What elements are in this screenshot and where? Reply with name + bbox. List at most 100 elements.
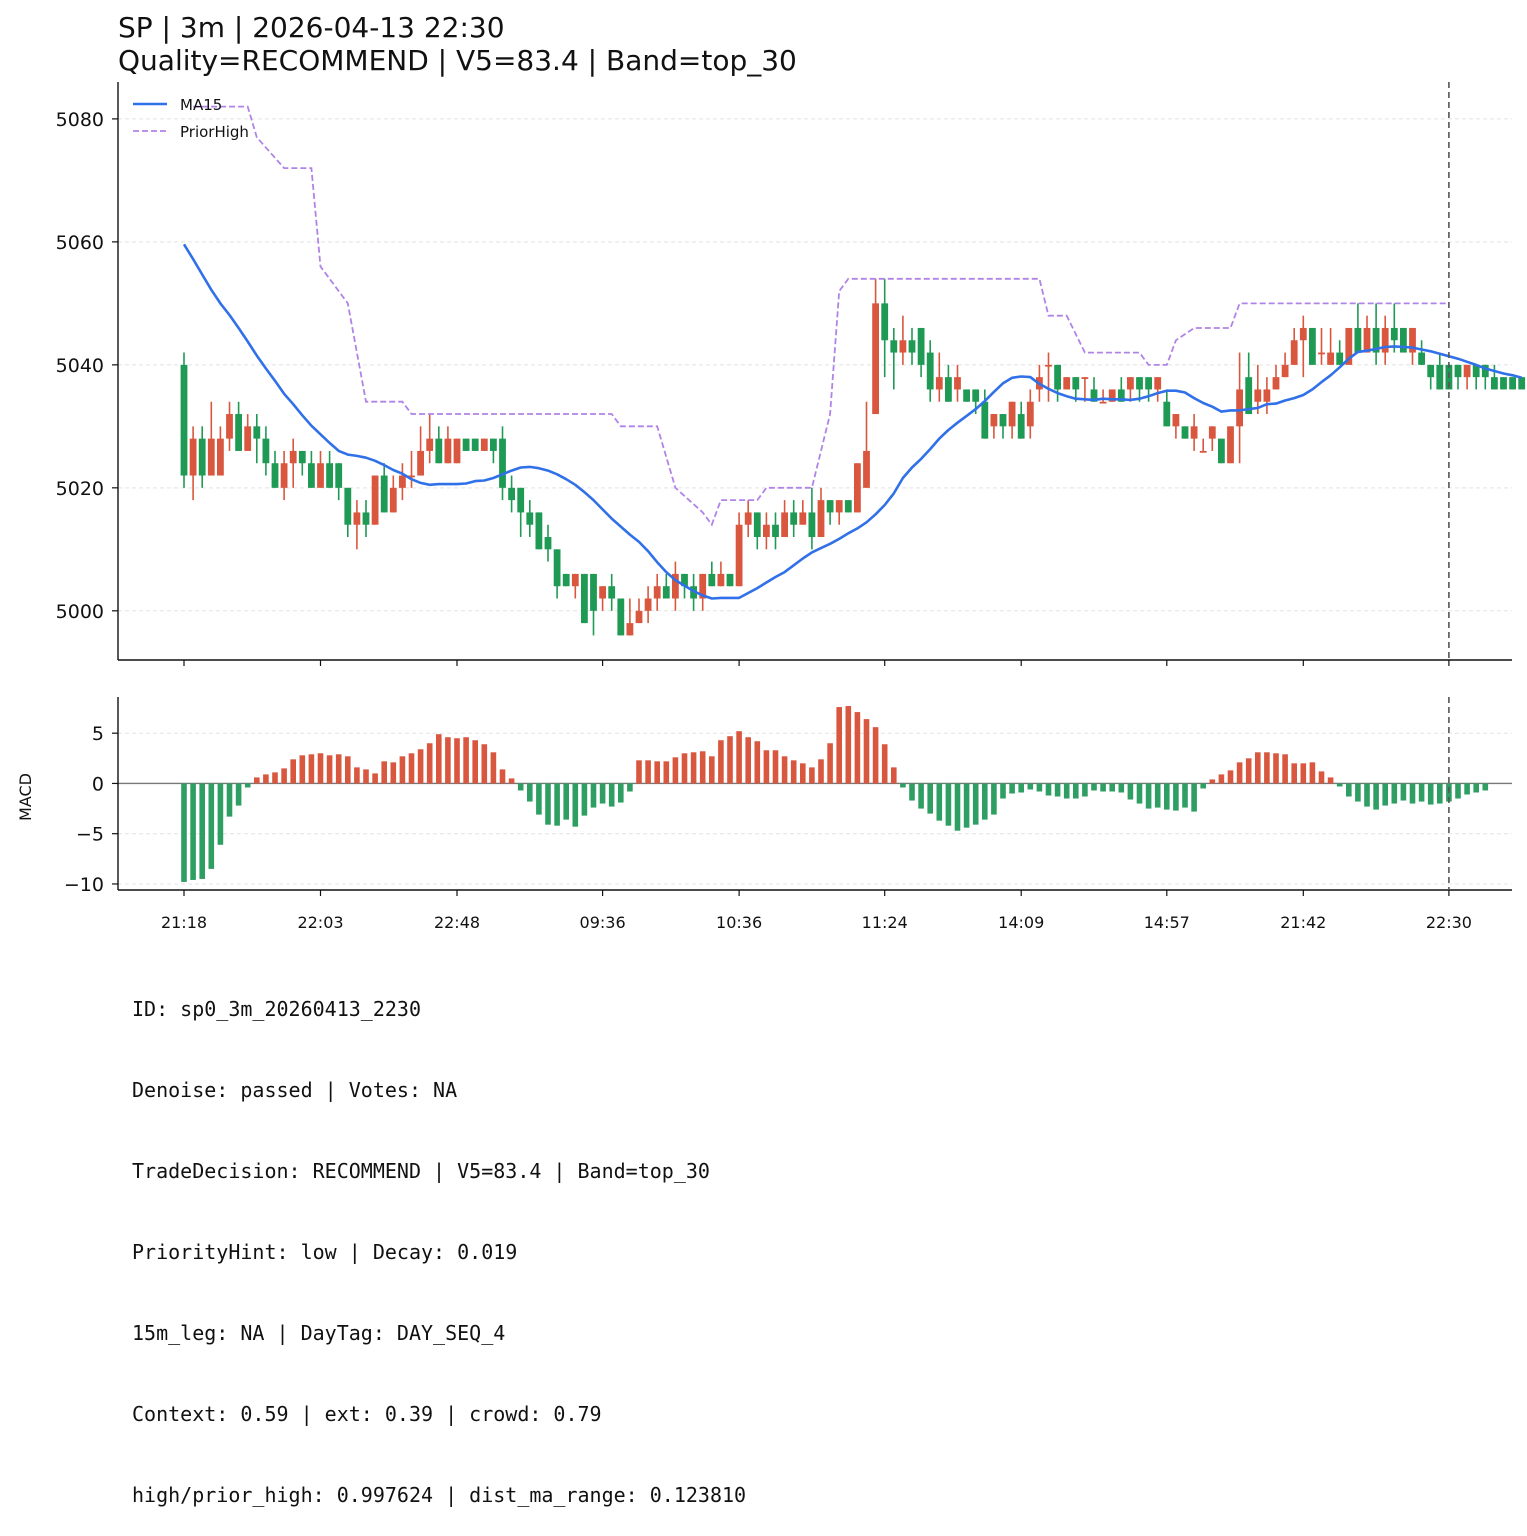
- macd-bar: [827, 743, 833, 784]
- macd-bar: [272, 772, 278, 784]
- xtick-label: 22:48: [434, 913, 480, 932]
- candle-body: [808, 512, 816, 538]
- candle-body: [380, 475, 388, 513]
- macd-bar: [1000, 783, 1006, 799]
- candle-body: [772, 524, 779, 538]
- candle-body: [517, 487, 525, 513]
- macd-bar: [545, 783, 551, 825]
- candle-body: [198, 438, 206, 476]
- macd-bar: [963, 783, 970, 828]
- candle-body: [207, 438, 215, 476]
- macd-bar: [235, 783, 242, 806]
- macd-bar: [1473, 783, 1479, 793]
- macd-bar: [1009, 783, 1015, 794]
- candle-body: [1090, 389, 1098, 402]
- candle-body: [726, 573, 734, 587]
- candle-body: [617, 598, 625, 636]
- candle-body: [662, 586, 670, 599]
- macd-bar: [499, 769, 506, 784]
- candle-body: [1218, 438, 1225, 464]
- macd-bar: [727, 736, 733, 784]
- candle-body: [1063, 377, 1071, 390]
- macd-bar: [335, 754, 342, 784]
- macd-bar: [854, 712, 861, 784]
- candle-body: [753, 512, 761, 538]
- price-ytick-label: 5000: [56, 601, 104, 623]
- candle-body: [271, 463, 279, 488]
- xtick-label: 14:09: [998, 913, 1044, 932]
- macd-bar: [1245, 758, 1252, 784]
- macd-bar: [299, 755, 306, 784]
- candle-body: [444, 438, 452, 464]
- macd-bar: [1091, 783, 1097, 791]
- macd-bar: [1300, 763, 1307, 784]
- macd-bar: [436, 734, 442, 784]
- xtick-label: 21:42: [1280, 913, 1326, 932]
- macd-bar: [1455, 783, 1461, 799]
- macd-bar: [1464, 783, 1470, 795]
- candle-body: [835, 500, 843, 513]
- macd-bar: [663, 761, 670, 784]
- macd-bar: [672, 757, 679, 784]
- macd-bar: [1136, 783, 1143, 804]
- macd-bar: [181, 783, 187, 882]
- candle-body: [1427, 364, 1435, 378]
- candle-body: [1008, 401, 1016, 427]
- candle-body: [1272, 377, 1280, 390]
- candle-body: [1400, 327, 1407, 353]
- macd-bar: [581, 783, 588, 816]
- macd-bar: [1145, 783, 1152, 809]
- candle-body: [508, 487, 515, 501]
- macd-bar: [190, 783, 196, 880]
- candle-body: [1381, 327, 1389, 353]
- candle-body: [335, 463, 343, 488]
- chart-title: SP | 3m | 2026-04-13 22:30: [118, 11, 505, 44]
- macd-bar: [308, 754, 315, 784]
- info-line-context: Context: 0.59 | ext: 0.39 | crowd: 0.79: [132, 1402, 602, 1426]
- candle-body: [1436, 364, 1444, 390]
- candle-body: [972, 389, 980, 402]
- candle-body: [735, 524, 743, 587]
- candle-body: [1163, 401, 1171, 427]
- candle-body: [1117, 389, 1125, 402]
- macd-bar: [1164, 783, 1170, 810]
- macd-bar: [517, 783, 524, 791]
- candle-body: [1136, 377, 1143, 390]
- macd-bar: [1073, 783, 1079, 799]
- candle-body: [1026, 401, 1034, 427]
- candle-body: [553, 549, 561, 587]
- candle-body: [890, 340, 898, 353]
- candle-body: [1172, 414, 1180, 427]
- macd-bar: [1127, 783, 1134, 800]
- macd-bar: [454, 738, 460, 784]
- macd-bar: [972, 783, 979, 825]
- macd-bar: [1045, 783, 1052, 796]
- macd-bar: [863, 719, 870, 784]
- macd-bar: [718, 740, 724, 784]
- candle-body: [1045, 364, 1052, 367]
- macd-bar: [363, 769, 369, 784]
- candle-body: [544, 537, 552, 550]
- macd-bar: [891, 767, 897, 784]
- candle-body: [1099, 401, 1107, 404]
- macd-bar: [244, 783, 251, 788]
- candle-body: [626, 623, 634, 636]
- chart-subtitle: Quality=RECOMMEND | V5=83.4 | Band=top_3…: [118, 44, 797, 77]
- macd-bar: [1154, 783, 1161, 808]
- candle-body: [653, 586, 661, 599]
- candle-body: [1491, 377, 1498, 390]
- info-line-trade-decision: TradeDecision: RECOMMEND | V5=83.4 | Ban…: [132, 1159, 710, 1183]
- candle-body: [344, 487, 352, 525]
- macd-bar: [527, 783, 533, 802]
- candle-body: [1154, 377, 1162, 390]
- xtick-label: 10:36: [716, 913, 762, 932]
- macd-bar: [1255, 752, 1261, 784]
- macd-histogram: [181, 706, 1489, 882]
- candle-body: [226, 414, 233, 439]
- chart-canvas: SP | 3m | 2026-04-13 22:30 Quality=RECOM…: [16, 11, 1526, 932]
- candle-body: [608, 586, 616, 599]
- macd-bar: [417, 749, 424, 784]
- macd-bar: [463, 737, 469, 784]
- macd-bar: [1063, 783, 1070, 799]
- candle-body: [672, 573, 679, 599]
